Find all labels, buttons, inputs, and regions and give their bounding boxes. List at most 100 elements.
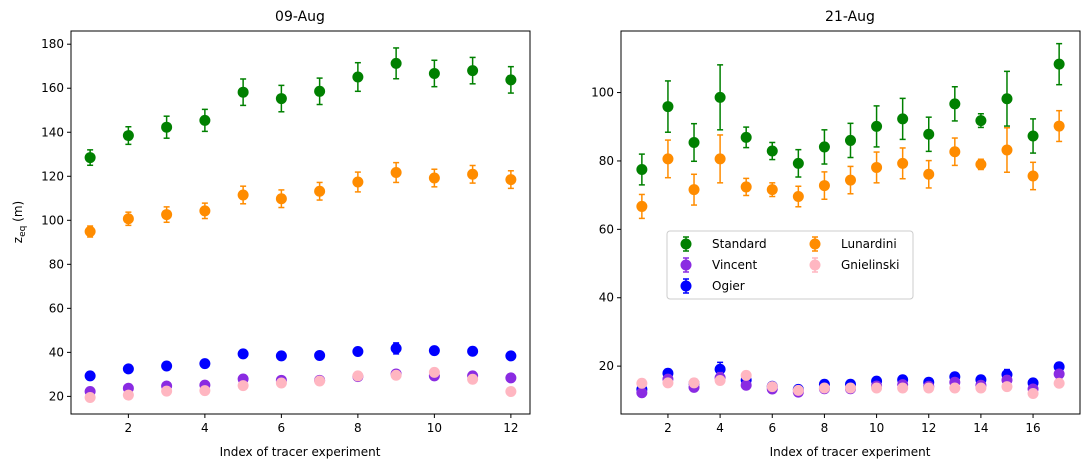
point-ogier-1: [84, 370, 96, 382]
y-tick-label-09-aug-140: 140: [41, 125, 64, 139]
legend-entry-vincent: Vincent: [680, 257, 757, 273]
x-tick-label-21-aug-10: 10: [869, 421, 884, 435]
x-tick-label-21-aug-16: 16: [1025, 421, 1040, 435]
point-lunardini-4: [199, 205, 211, 217]
y-tick-label-21-aug-20: 20: [599, 359, 614, 373]
point-ogier-5: [237, 348, 249, 360]
y-tick-label-09-aug-180: 180: [41, 37, 64, 51]
point-standard-10: [871, 120, 883, 132]
x-tick-label-09-aug-4: 4: [201, 421, 209, 435]
point-standard-4: [714, 91, 726, 103]
x-tick-label-09-aug-10: 10: [427, 421, 442, 435]
y-tick-label-09-aug-100: 100: [41, 213, 64, 227]
point-gnielinski-13: [949, 382, 961, 394]
point-standard-16: [1027, 130, 1039, 142]
point-gnielinski-4: [199, 385, 211, 397]
point-lunardini-15: [1001, 144, 1013, 156]
y-tick-label-21-aug-80: 80: [599, 154, 614, 168]
legend-label-standard: Standard: [712, 237, 767, 251]
x-tick-label-09-aug-12: 12: [503, 421, 518, 435]
point-ogier-4: [199, 358, 211, 370]
point-standard-8: [352, 71, 364, 83]
point-ogier-9: [390, 342, 402, 354]
point-lunardini-3: [161, 209, 173, 221]
x-tick-label-09-aug-2: 2: [125, 421, 133, 435]
plot-area-09-aug: [84, 47, 517, 403]
point-lunardini-17: [1053, 120, 1065, 132]
axes-frame-21-aug: [620, 30, 1081, 415]
point-standard-17: [1053, 58, 1065, 70]
point-lunardini-7: [314, 185, 326, 197]
point-ogier-7: [314, 349, 326, 361]
series-gnielinski-09-aug: [84, 366, 517, 403]
point-gnielinski-6: [766, 381, 778, 393]
point-lunardini-9: [845, 174, 856, 186]
point-gnielinski-11: [467, 373, 479, 385]
point-gnielinski-8: [352, 370, 364, 382]
point-lunardini-11: [897, 157, 909, 169]
legend: Standard Vincent Ogier Lunardini Gnielinski: [666, 230, 914, 300]
point-gnielinski-8: [818, 382, 830, 394]
point-gnielinski-2: [662, 377, 674, 389]
point-standard-14: [975, 115, 987, 127]
point-gnielinski-15: [1001, 381, 1013, 393]
point-standard-7: [792, 157, 804, 169]
legend-entry-gnielinski: Gnielinski: [809, 257, 899, 273]
point-lunardini-4: [714, 153, 726, 165]
point-standard-11: [897, 113, 909, 125]
point-gnielinski-11: [897, 382, 909, 394]
point-ogier-6: [275, 350, 287, 362]
point-gnielinski-3: [688, 377, 700, 389]
point-standard-10: [428, 67, 440, 79]
chart-title-09-aug: 09-Aug: [275, 9, 325, 25]
point-ogier-10: [428, 345, 440, 357]
point-gnielinski-9: [390, 369, 402, 381]
y-tick-label-21-aug-60: 60: [599, 222, 614, 236]
point-vincent-17: [1053, 368, 1065, 380]
point-standard-1: [84, 152, 96, 164]
series-standard-09-aug: [84, 47, 517, 167]
legend-frame: [666, 230, 914, 300]
point-standard-7: [314, 85, 326, 97]
point-gnielinski-3: [161, 385, 173, 397]
point-gnielinski-9: [845, 382, 856, 394]
plot-area-21-aug: [636, 42, 1065, 399]
series-vincent-09-aug: [84, 368, 517, 398]
point-gnielinski-7: [314, 375, 326, 387]
point-lunardini-12: [505, 174, 517, 186]
point-gnielinski-14: [975, 382, 987, 394]
point-lunardini-1: [84, 226, 96, 238]
point-lunardini-2: [122, 213, 134, 225]
point-gnielinski-7: [792, 384, 804, 396]
point-lunardini-5: [237, 189, 249, 201]
point-ogier-12: [505, 350, 517, 362]
point-ogier-3: [161, 360, 173, 372]
x-tick-label-21-aug-14: 14: [973, 421, 988, 435]
point-gnielinski-6: [275, 377, 287, 389]
point-standard-5: [237, 86, 249, 98]
point-vincent-12: [505, 372, 517, 384]
point-lunardini-7: [792, 191, 804, 203]
point-gnielinski-5: [740, 369, 752, 381]
legend-label-lunardini: Lunardini: [841, 237, 897, 251]
x-tick-label-09-aug-8: 8: [354, 421, 362, 435]
point-lunardini-12: [923, 168, 935, 180]
point-lunardini-13: [949, 146, 961, 158]
legend-items: Standard Vincent Ogier Lunardini Gnielinski: [680, 236, 899, 294]
point-standard-13: [949, 98, 961, 110]
point-gnielinski-10: [428, 366, 440, 378]
point-vincent-5: [740, 379, 752, 391]
point-lunardini-9: [390, 167, 402, 179]
point-gnielinski-17: [1053, 377, 1065, 389]
y-tick-label-21-aug-40: 40: [599, 291, 614, 305]
point-standard-6: [275, 93, 287, 105]
y-tick-label-09-aug-20: 20: [49, 389, 64, 403]
axes-frame-09-aug: [70, 30, 531, 415]
panel-21-aug: 21-Aug Index of tracer experiment Standa…: [591, 9, 1081, 459]
legend-entry-standard: Standard: [680, 236, 767, 252]
legend-label-ogier: Ogier: [712, 279, 745, 293]
x-tick-label-21-aug-4: 4: [716, 421, 724, 435]
point-gnielinski-1: [84, 391, 96, 403]
point-gnielinski-10: [871, 382, 883, 394]
y-tick-label-21-aug-100: 100: [591, 86, 614, 100]
